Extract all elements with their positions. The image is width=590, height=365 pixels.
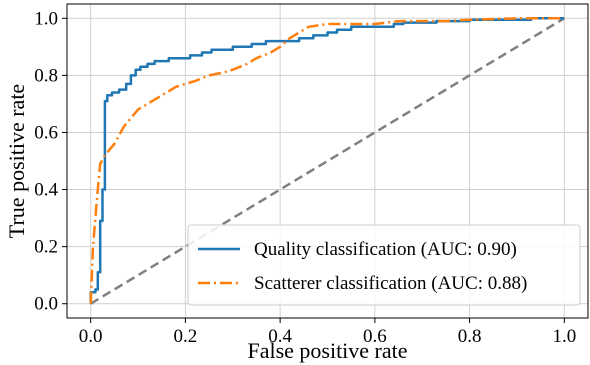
grid xyxy=(67,4,588,318)
y-tick-label: 0.0 xyxy=(34,294,58,315)
chance-diagonal-line xyxy=(90,17,565,305)
scatterer-roc-line xyxy=(89,17,565,304)
y-tick-label: 0.2 xyxy=(34,237,58,258)
y-tick-label: 0.4 xyxy=(34,180,58,201)
legend-entry-quality: Quality classification (AUC: 0.90) xyxy=(254,239,517,260)
legend-box xyxy=(187,224,581,306)
x-tick-label: 0.4 xyxy=(268,326,292,347)
x-tick-label: 0.6 xyxy=(363,326,387,347)
series-layer xyxy=(89,17,565,305)
x-axis-label: False positive rate xyxy=(247,338,407,363)
quality-roc-line xyxy=(89,17,565,304)
y-tick-label: 0.6 xyxy=(34,122,58,143)
x-tick-label: 0.0 xyxy=(79,326,103,347)
y-axis-label: True positive rate xyxy=(4,84,29,238)
ticks: 0.0 0.2 0.4 0.6 0.8 1.0 0.0 0.2 0.4 0.6 0.8 1.0 xyxy=(34,8,576,347)
legend-entry-scatterer: Scatterer classification (AUC: 0.88) xyxy=(254,273,527,294)
x-tick-label: 0.8 xyxy=(458,326,482,347)
y-tick-label: 1.0 xyxy=(34,8,58,29)
x-tick-label: 1.0 xyxy=(552,326,576,347)
legend: Quality classification (AUC: 0.90) Scatt… xyxy=(187,224,581,306)
axes-frame xyxy=(66,3,589,319)
y-tick-label: 0.8 xyxy=(34,65,58,86)
x-tick-label: 0.2 xyxy=(174,326,198,347)
